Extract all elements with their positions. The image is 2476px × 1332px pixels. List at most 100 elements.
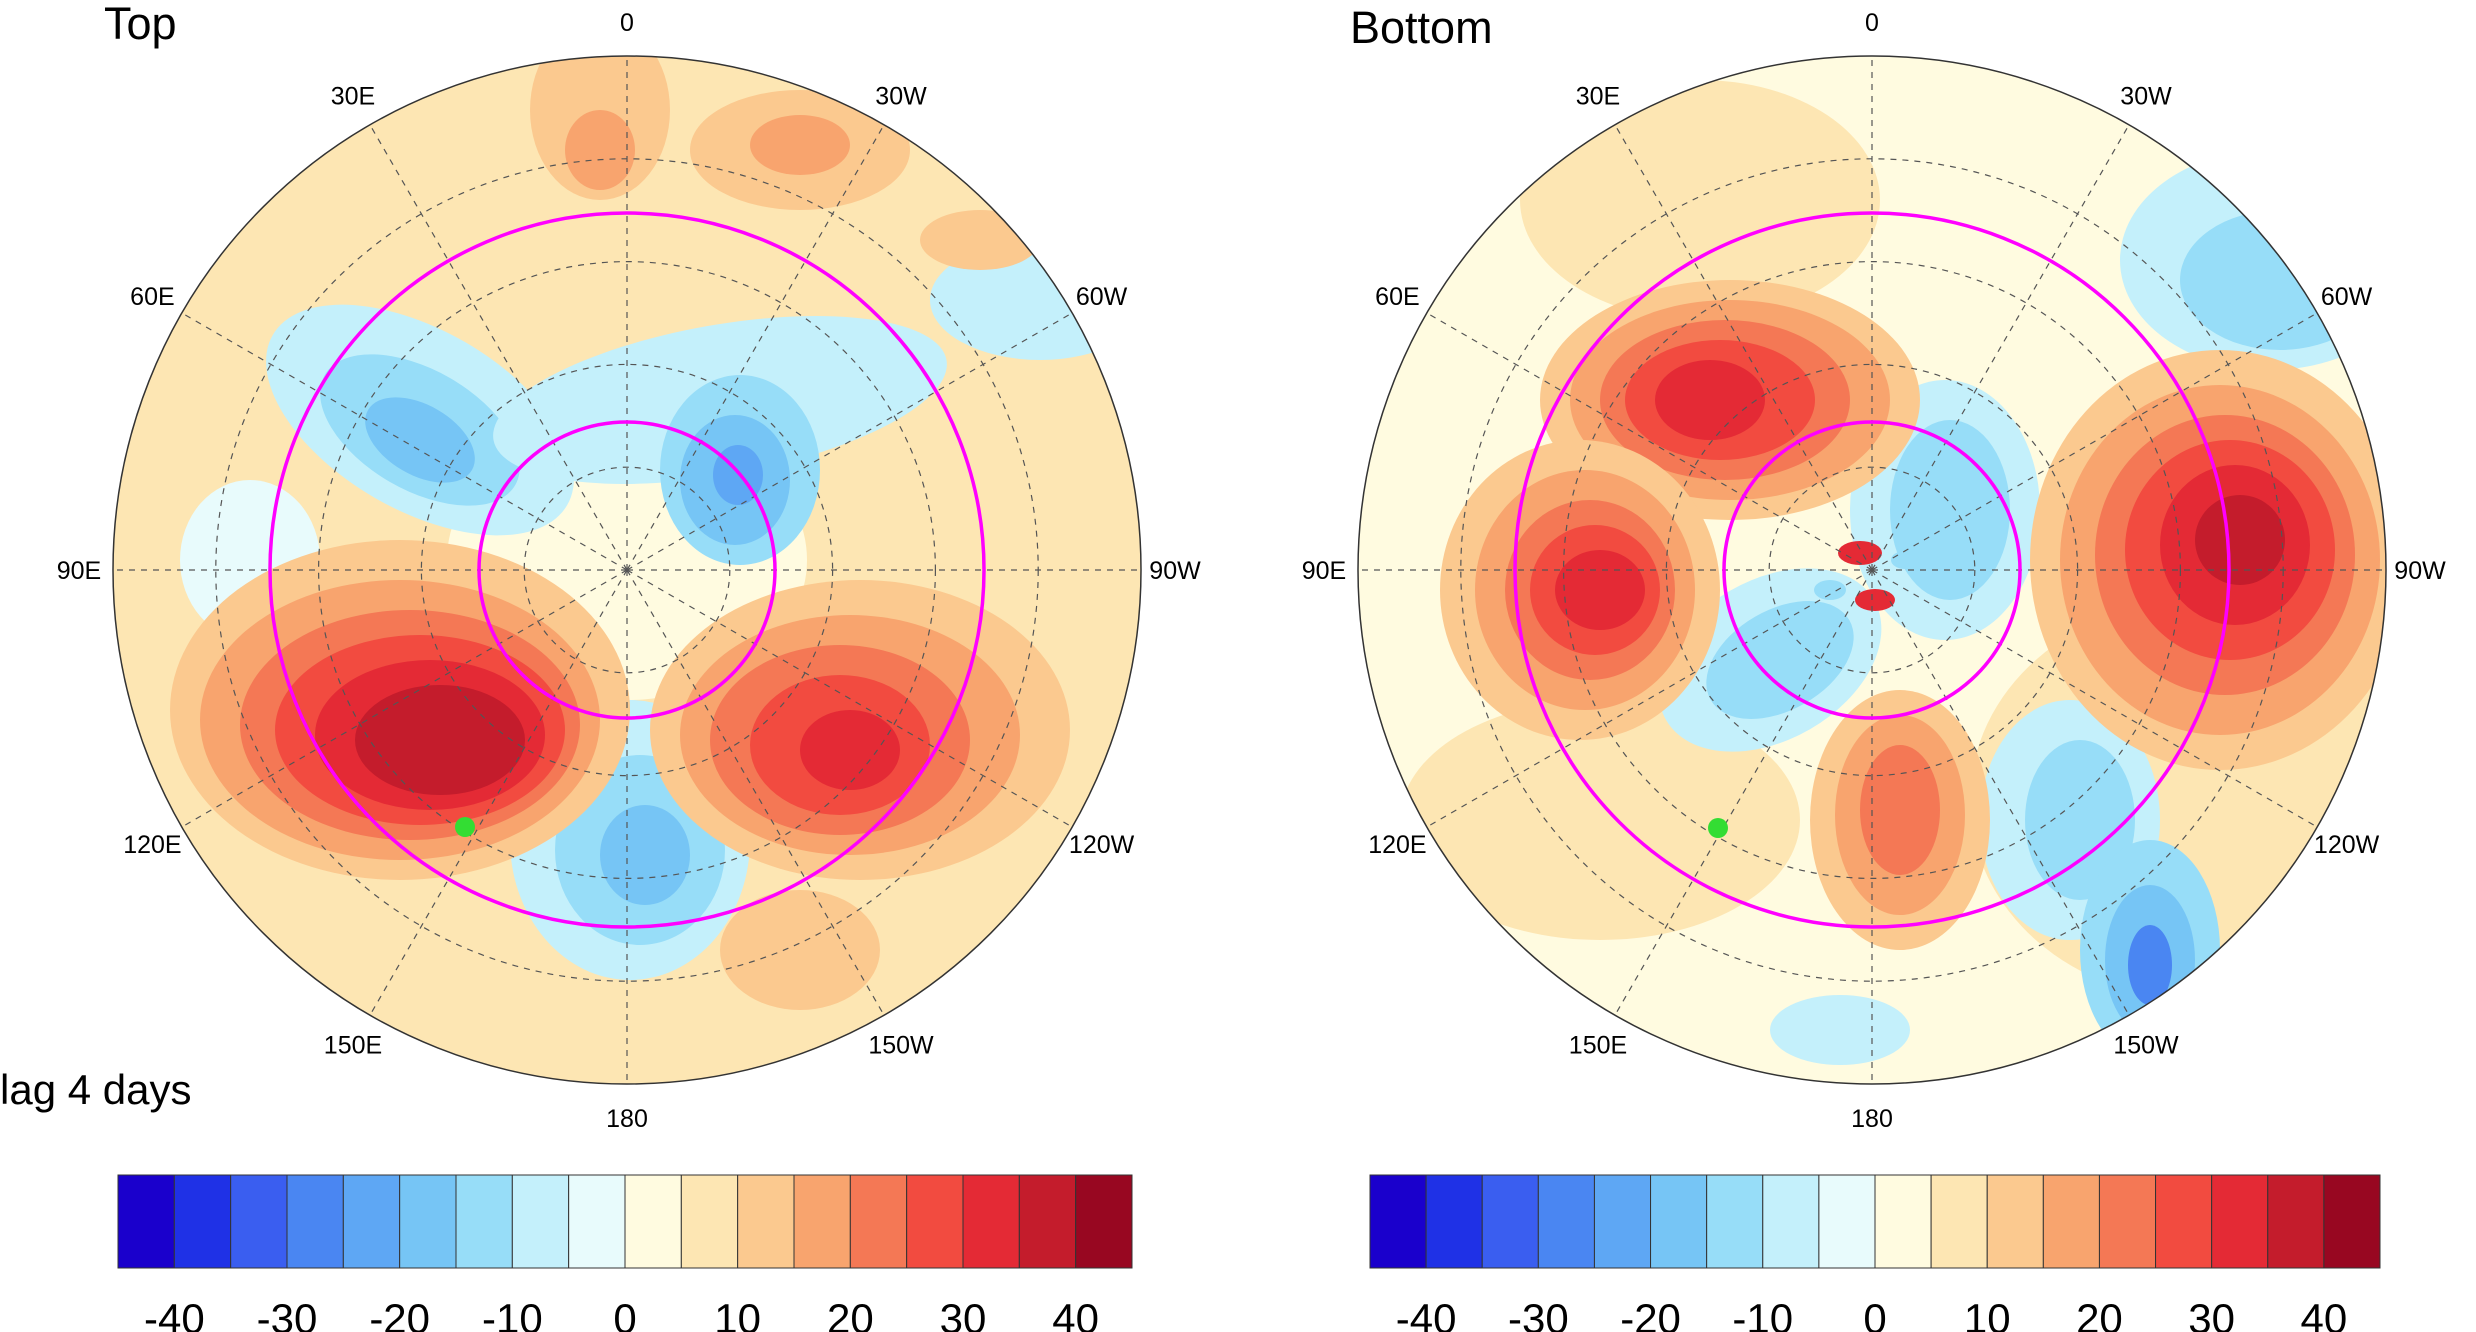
top-colorbar-box xyxy=(1018,1174,1077,1269)
bottom-colorbar-box xyxy=(1762,1174,1820,1269)
top-lon-label: 120E xyxy=(123,831,181,859)
top-colorbar-box xyxy=(737,1174,795,1269)
top-colorbar-box xyxy=(342,1174,401,1269)
bottom-colorbar-box xyxy=(1930,1174,1988,1269)
bottom-colorbar-tick-label: 40 xyxy=(2301,1295,2348,1332)
top-colorbar-tick-label: 10 xyxy=(714,1295,761,1332)
top-colorbar-box xyxy=(624,1174,682,1269)
bottom-ref-circle-inner xyxy=(1722,420,2022,720)
bottom-colorbar-tick-label: -10 xyxy=(1732,1295,1793,1332)
bottom-colorbar xyxy=(1369,1174,2381,1269)
top-lon-label: 0 xyxy=(620,9,634,37)
top-colorbar-box xyxy=(849,1174,908,1269)
top-colorbar-tick-label: -30 xyxy=(257,1295,318,1332)
top-colorbar-box xyxy=(568,1174,626,1269)
top-colorbar-box xyxy=(793,1174,851,1269)
top-colorbar-tick-label: -10 xyxy=(482,1295,543,1332)
top-colorbar-tick-label: 40 xyxy=(1052,1295,1099,1332)
top-meridian xyxy=(626,569,1073,828)
top-lon-label: 60W xyxy=(1076,283,1128,311)
top-anomaly-field xyxy=(113,56,1141,1084)
top-lon-label: 30E xyxy=(331,82,375,110)
lag-label: lag 4 days xyxy=(0,1066,192,1113)
bottom-lon-label: 120E xyxy=(1368,831,1426,859)
bottom-map-boundary xyxy=(1357,55,2387,1085)
top-colorbar-tick-label: 20 xyxy=(827,1295,874,1332)
top-lon-label: 90W xyxy=(1149,557,1201,585)
bottom-meridian xyxy=(1614,569,1873,1016)
top-lon-label: 180 xyxy=(606,1105,648,1133)
top-colorbar-box xyxy=(230,1174,288,1269)
top-colorbar-ticks: -40 -30 -20 -10 0 10 20 30 40 xyxy=(144,1295,1099,1332)
top-colorbar-box xyxy=(962,1174,1020,1269)
bottom-colorbar-box xyxy=(1593,1174,1652,1269)
bottom-colorbar-ticks: -40 -30 -20 -10 0 10 20 30 40 xyxy=(1396,1295,2347,1332)
top-colorbar-box xyxy=(173,1174,232,1269)
bottom-colorbar-tick-label: -20 xyxy=(1620,1295,1681,1332)
bottom-colorbar-tick-label: 30 xyxy=(2188,1295,2235,1332)
bottom-colorbar-tick-label: -40 xyxy=(1396,1295,1457,1332)
bottom-lon-label: 0 xyxy=(1865,9,1879,37)
top-colorbar-box xyxy=(680,1174,739,1269)
top-lat-circle xyxy=(523,466,731,674)
top-colorbar-box xyxy=(399,1174,457,1269)
bottom-colorbar-box xyxy=(2042,1174,2100,1269)
bottom-colorbar-box xyxy=(1537,1174,1595,1269)
bottom-lon-label: 30E xyxy=(1576,82,1620,110)
bottom-colorbar-box xyxy=(2155,1174,2213,1269)
top-meridian xyxy=(181,312,628,571)
top-colorbar-tick-label: 0 xyxy=(613,1295,636,1332)
bottom-graticule xyxy=(1358,56,2386,1084)
top-lon-label: 120W xyxy=(1069,831,1135,859)
top-map-boundary xyxy=(112,55,1142,1085)
bottom-colorbar-tick-label: -30 xyxy=(1508,1295,1569,1332)
bottom-lon-label: 90W xyxy=(2394,557,2446,585)
bottom-colorbar-box xyxy=(2267,1174,2325,1269)
bottom-colorbar-box xyxy=(1369,1174,1427,1269)
bottom-colorbar-box xyxy=(2098,1174,2157,1269)
bottom-colorbar-box xyxy=(1986,1174,2044,1269)
top-colorbar-tick-label: -20 xyxy=(369,1295,430,1332)
top-colorbar-tick-label: -40 xyxy=(144,1295,205,1332)
bottom-colorbar-box xyxy=(1706,1174,1764,1269)
top-colorbar-box xyxy=(455,1174,513,1269)
bottom-lon-label: 180 xyxy=(1851,1105,1893,1133)
top-meridian xyxy=(181,569,628,828)
bottom-lon-label: 150E xyxy=(1569,1032,1627,1060)
top-graticule xyxy=(113,56,1141,1084)
bottom-meridian xyxy=(1426,569,1873,828)
bottom-lon-label: 150W xyxy=(2113,1032,2179,1060)
bottom-ref-circle-outer xyxy=(1513,211,2231,929)
bottom-meridian xyxy=(1871,312,2318,571)
bottom-lat-circle xyxy=(1768,466,1976,674)
panel-top-map: 0 30W 60W 90W 120W 150W 180 150E 120E 90E 60E 30E xyxy=(57,9,1201,1133)
top-meridian xyxy=(626,569,885,1016)
top-lon-label: 150E xyxy=(324,1032,382,1060)
bottom-green-marker xyxy=(1708,818,1728,838)
top-longitude-labels: 0 30W 60W 90W 120W 150W 180 150E 120E 90E 60E 30E xyxy=(57,9,1201,1133)
bottom-meridian xyxy=(1871,124,2130,571)
bottom-lat-circle xyxy=(1562,261,2181,879)
top-lon-label: 150W xyxy=(868,1032,934,1060)
top-panel-title: Top xyxy=(104,0,177,49)
top-ref-circle-outer xyxy=(268,211,986,929)
bottom-colorbar-box xyxy=(1481,1174,1539,1269)
bottom-panel-title: Bottom xyxy=(1350,2,1493,53)
panel-bottom-map: 0 30W 60W 90W 120W 150W 180 150E 120E 90E 60E 30E xyxy=(1302,9,2446,1133)
bottom-lon-label: 30W xyxy=(2120,82,2172,110)
top-lon-label: 30W xyxy=(875,82,927,110)
bottom-colorbar-box xyxy=(1425,1174,1483,1269)
top-colorbar-box xyxy=(286,1174,344,1269)
bottom-colorbar-tick-label: 0 xyxy=(1863,1295,1886,1332)
top-lon-label: 90E xyxy=(57,557,101,585)
top-lat-circle xyxy=(318,261,936,879)
bottom-longitude-labels: 0 30W 60W 90W 120W 150W 180 150E 120E 90E 60E 30E xyxy=(1302,9,2446,1133)
bottom-meridian xyxy=(1871,569,2130,1016)
bottom-meridian xyxy=(1614,124,1873,571)
top-colorbar-box xyxy=(1075,1174,1133,1269)
bottom-lon-label: 90E xyxy=(1302,557,1346,585)
top-lon-label: 60E xyxy=(130,283,174,311)
top-colorbar-tick-label: 30 xyxy=(940,1295,987,1332)
top-colorbar-box xyxy=(117,1174,175,1269)
top-meridian xyxy=(369,569,628,1016)
